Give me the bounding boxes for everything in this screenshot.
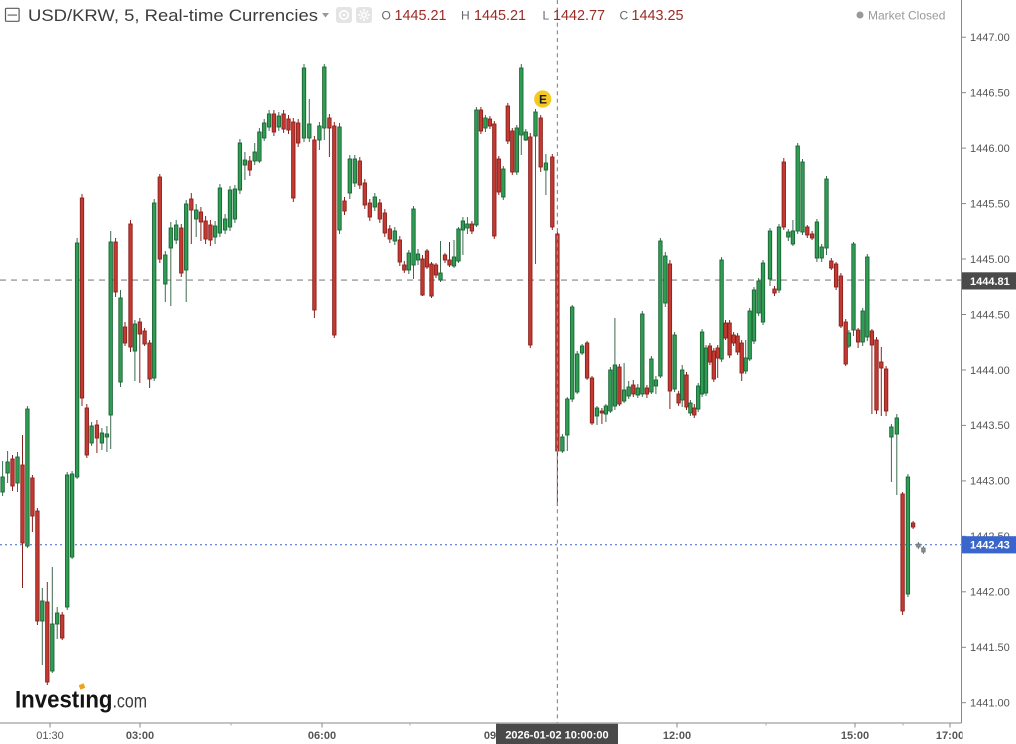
svg-text:C: C (620, 9, 629, 23)
svg-text:1446.00: 1446.00 (970, 143, 1010, 155)
svg-text:L: L (543, 9, 550, 23)
svg-text:1443.25: 1443.25 (632, 8, 684, 24)
svg-text:2026-01-02 10:00:00: 2026-01-02 10:00:00 (505, 730, 608, 742)
svg-text:1445.50: 1445.50 (970, 198, 1010, 210)
svg-text:H: H (461, 9, 470, 23)
svg-text:USD/KRW, 5, Real-time Currenci: USD/KRW, 5, Real-time Currencies (28, 6, 318, 25)
svg-text:17:00: 17:00 (936, 730, 964, 742)
svg-text:1443.00: 1443.00 (970, 476, 1010, 488)
svg-text:06:00: 06:00 (308, 730, 336, 742)
svg-text:1442.43: 1442.43 (970, 540, 1010, 552)
svg-text:1443.50: 1443.50 (970, 420, 1010, 432)
svg-text:1447.00: 1447.00 (970, 32, 1010, 44)
svg-text:1444.81: 1444.81 (970, 276, 1010, 288)
svg-text:O: O (382, 9, 391, 23)
svg-text:Investıng: Investıng (15, 687, 113, 714)
svg-text:1445.21: 1445.21 (474, 8, 526, 24)
svg-text:01:30: 01:30 (36, 730, 64, 742)
svg-text:.com: .com (113, 692, 148, 713)
svg-text:1445.00: 1445.00 (970, 254, 1010, 266)
svg-text:12:00: 12:00 (663, 730, 691, 742)
svg-text:03:00: 03:00 (126, 730, 154, 742)
svg-text:1446.50: 1446.50 (970, 88, 1010, 100)
svg-text:1442.77: 1442.77 (553, 8, 605, 24)
svg-text:1441.50: 1441.50 (970, 642, 1010, 654)
svg-text:1441.00: 1441.00 (970, 698, 1010, 710)
svg-text:1442.00: 1442.00 (970, 587, 1010, 599)
svg-text:15:00: 15:00 (841, 730, 869, 742)
svg-text:1445.21: 1445.21 (395, 8, 447, 24)
svg-text:Market Closed: Market Closed (868, 9, 945, 23)
svg-text:1444.00: 1444.00 (970, 365, 1010, 377)
svg-text:E: E (539, 92, 547, 106)
svg-text:1444.50: 1444.50 (970, 309, 1010, 321)
